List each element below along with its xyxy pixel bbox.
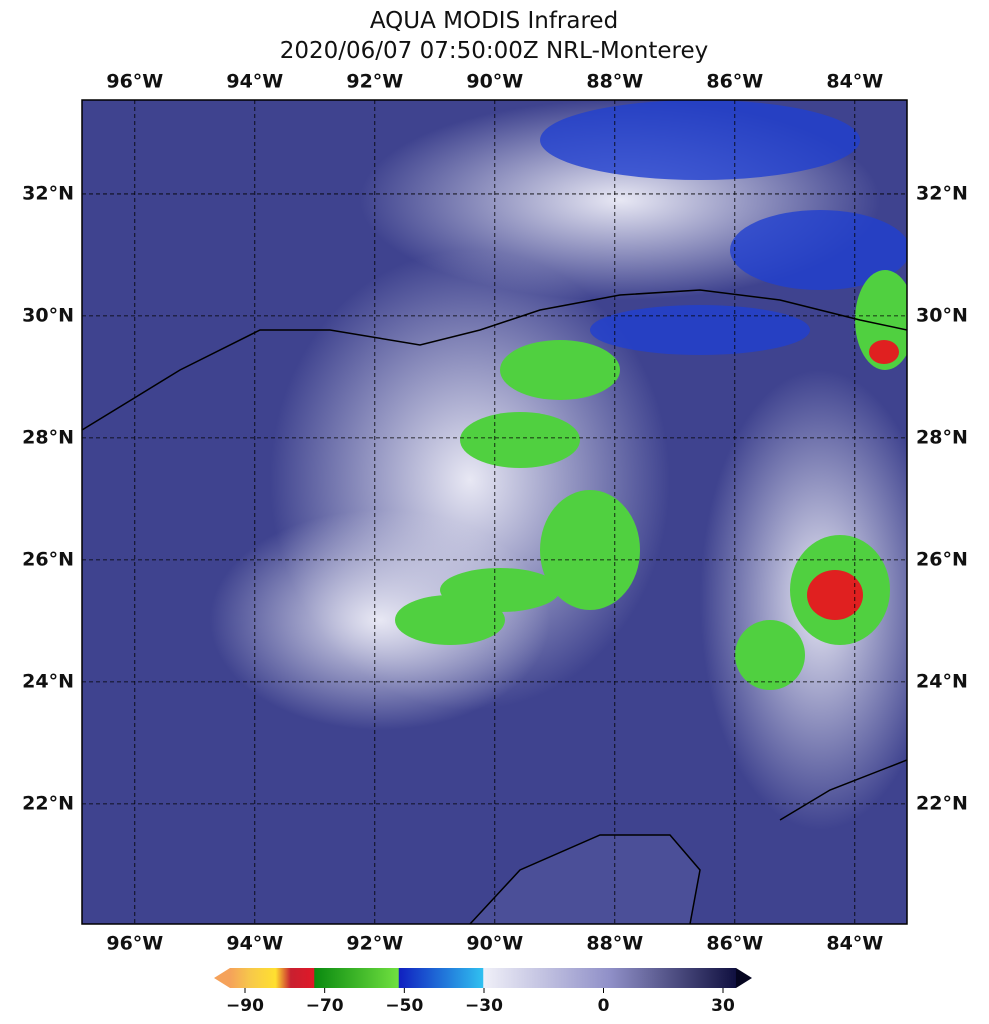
- lon-label: 90°W: [466, 71, 523, 93]
- colorbar-end: [736, 968, 752, 988]
- lon-label: 88°W: [586, 71, 643, 93]
- lat-label: 32°N: [916, 182, 968, 204]
- colorbar-label: −90: [226, 996, 264, 1016]
- colorbar-label: −30: [465, 996, 503, 1016]
- colorbar-label: −70: [306, 996, 344, 1016]
- lat-label: 28°N: [22, 426, 74, 448]
- lat-label: 24°N: [916, 670, 968, 692]
- colorbar-label: 30: [711, 996, 735, 1016]
- satellite-image: [82, 100, 907, 924]
- colorbar: [230, 968, 736, 988]
- lon-label: 84°W: [826, 933, 883, 955]
- lon-label: 92°W: [346, 71, 403, 93]
- lon-label: 94°W: [226, 933, 283, 955]
- lat-label: 24°N: [22, 670, 74, 692]
- lon-label: 88°W: [586, 933, 643, 955]
- lat-label: 26°N: [916, 548, 968, 570]
- graticule: [82, 100, 907, 924]
- colorbar-label: −50: [385, 996, 423, 1016]
- lat-label: 26°N: [22, 548, 74, 570]
- lat-label: 30°N: [22, 304, 74, 326]
- lat-label: 22°N: [22, 792, 74, 814]
- lon-label: 94°W: [226, 71, 283, 93]
- lon-label: 90°W: [466, 933, 523, 955]
- lat-label: 22°N: [916, 792, 968, 814]
- lon-label: 96°W: [106, 71, 163, 93]
- lon-label: 92°W: [346, 933, 403, 955]
- lon-label: 86°W: [706, 933, 763, 955]
- lat-label: 32°N: [22, 182, 74, 204]
- title-line: 2020/06/07 07:50:00Z NRL-Monterey: [280, 38, 709, 64]
- lon-label: 84°W: [826, 71, 883, 93]
- colorbar-label: 0: [598, 996, 610, 1016]
- lon-label: 96°W: [106, 933, 163, 955]
- lat-label: 30°N: [916, 304, 968, 326]
- lon-label: 86°W: [706, 71, 763, 93]
- lat-label: 28°N: [916, 426, 968, 448]
- title-line: AQUA MODIS Infrared: [370, 8, 618, 34]
- map-frame: [81, 99, 908, 925]
- colorbar-end: [214, 968, 230, 988]
